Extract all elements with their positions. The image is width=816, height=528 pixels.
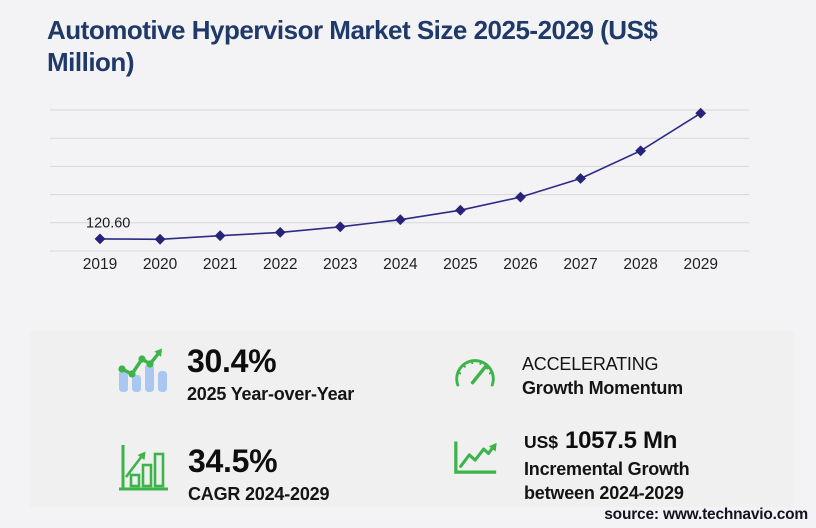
incremental-growth-label-2: between 2024-2029 [524,483,684,504]
x-axis-label-2020: 2020 [143,256,178,273]
cagr-value: 34.5% [188,443,278,479]
page-title: Automotive Hypervisor Market Size 2025-2… [47,15,787,78]
x-axis-label-2029: 2029 [683,256,717,273]
x-axis-label-2025: 2025 [443,256,477,273]
growth-momentum-label: Growth Momentum [522,378,683,399]
data-point-2026 [515,191,526,203]
data-point-2023 [334,221,346,233]
bar-chart-trend-icon [116,344,170,399]
incremental-growth-label-1: Incremental Growth [524,458,690,479]
x-axis-label-2024: 2024 [383,256,418,273]
speedometer-icon [450,352,500,399]
stat-yoy-growth: 30.4% 2025 Year-over-Year [116,344,354,406]
growth-bars-icon [118,444,170,499]
cagr-label: CAGR 2024-2029 [188,483,330,504]
data-point-2020 [154,233,166,245]
market-size-line-chart: 120.60 2019 2020 2021 2022 2023 2024 2025 2026 20… [50,107,749,273]
source-attribution: source: www.technavio.com [604,506,808,523]
x-axis-label-2027: 2027 [563,256,597,273]
data-point-2028 [635,145,646,157]
data-point-2025 [455,204,466,216]
page-title-line1: Automotive Hypervisor Market Size 2025-2… [47,15,658,45]
trend-arrow-icon [452,428,500,481]
stats-panel [30,331,794,507]
incremental-growth-currency: US$ [524,432,559,452]
first-point-data-label: 120.60 [86,215,130,231]
x-axis-label-2026: 2026 [503,256,537,273]
data-point-2029 [695,107,707,119]
data-point-2027 [575,173,586,184]
page-title-line2: Million) [47,46,134,77]
stat-cagr: 34.5% CAGR 2024-2029 [118,444,329,506]
yoy-growth-value: 30.4% [187,343,277,379]
stat-incremental-growth: US$ 1057.5 Mn Incremental Growth between… [452,428,690,506]
growth-momentum-value: ACCELERATING [522,354,659,374]
incremental-growth-amount: 1057.5 Mn [565,427,678,454]
x-axis-label-2022: 2022 [263,256,297,273]
data-point-2021 [214,230,226,242]
incremental-growth-value: US$ 1057.5 Mn [524,428,689,454]
x-axis-label-2023: 2023 [323,256,357,273]
x-axis-label-2028: 2028 [623,256,657,273]
data-point-2024 [395,214,406,226]
x-axis-label-2021: 2021 [203,256,237,273]
yoy-growth-label: 2025 Year-over-Year [187,383,355,404]
data-point-2022 [274,227,286,238]
data-point-2019 [94,233,106,245]
stat-growth-momentum: ACCELERATING Growth Momentum [450,352,683,401]
x-axis-label-2019: 2019 [83,256,117,273]
